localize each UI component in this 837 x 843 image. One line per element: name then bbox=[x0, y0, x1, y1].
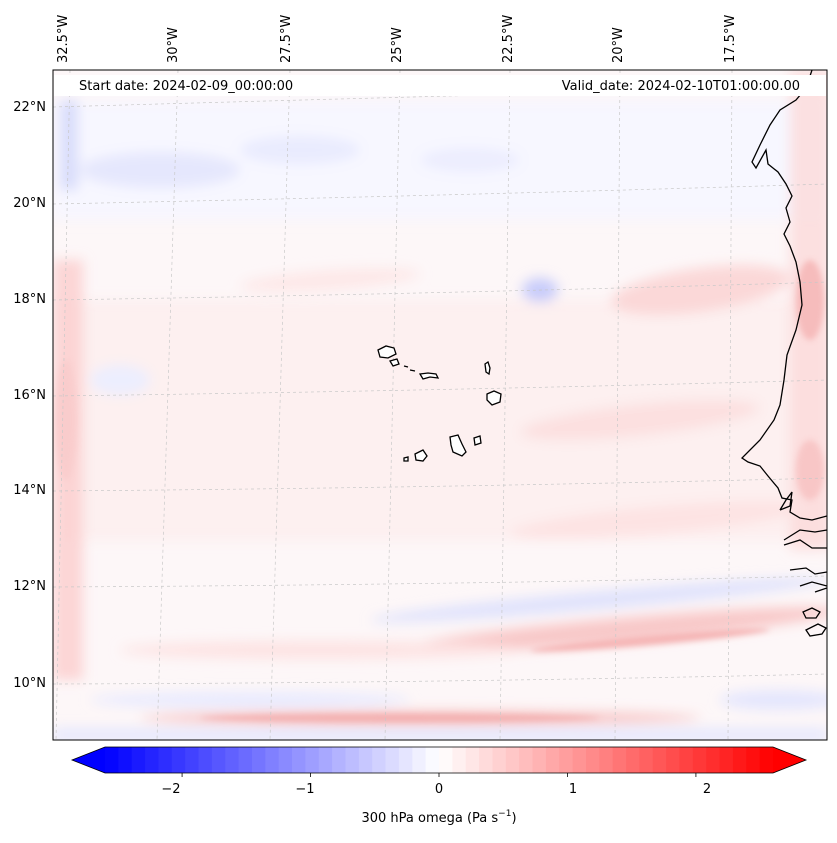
colorbar-segment bbox=[225, 747, 240, 773]
valid-date-label: Valid_date: 2024-02-10T01:00:00.00 bbox=[562, 79, 800, 94]
colorbar-segment bbox=[318, 747, 333, 773]
lon-label: 22.5°W bbox=[501, 15, 516, 63]
colorbar-segment bbox=[452, 747, 467, 773]
colorbar-segment bbox=[599, 747, 614, 773]
header-strip bbox=[54, 75, 826, 96]
colorbar-low-extension bbox=[72, 747, 105, 773]
colorbar-segment bbox=[465, 747, 480, 773]
lat-label: 22°N bbox=[13, 100, 46, 115]
lat-label: 18°N bbox=[13, 292, 46, 307]
colorbar-segment bbox=[572, 747, 587, 773]
colorbar-segment bbox=[719, 747, 734, 773]
colorbar-segment bbox=[158, 747, 173, 773]
colorbar: −2 −1 0 1 2 300 hPa omega (Pa s−1) bbox=[70, 746, 808, 826]
colorbar-segment bbox=[425, 747, 440, 773]
cbar-tick-label: 2 bbox=[703, 782, 711, 797]
colorbar-segment bbox=[358, 747, 373, 773]
colorbar-segment bbox=[626, 747, 640, 773]
colorbar-segment bbox=[652, 747, 667, 773]
colorbar-segment bbox=[305, 747, 320, 773]
omega-field bbox=[53, 70, 827, 740]
island-maio bbox=[473, 435, 482, 446]
colorbar-segment bbox=[211, 747, 226, 773]
map-frame bbox=[52, 69, 828, 741]
island-boa-vista bbox=[486, 390, 502, 406]
cape-verde-islands bbox=[377, 345, 502, 462]
colorbar-segment bbox=[385, 747, 400, 773]
colorbar-segment bbox=[265, 747, 280, 773]
longitude-labels: 32.5°W 30°W 27.5°W 25°W 22.5°W 20°W 17.5… bbox=[56, 15, 738, 63]
island-santo-antao bbox=[377, 345, 397, 359]
colorbar-segment bbox=[171, 747, 186, 773]
colorbar-segment bbox=[666, 747, 681, 773]
colorbar-segment bbox=[412, 747, 427, 773]
lat-label: 10°N bbox=[13, 676, 46, 691]
lon-label: 30°W bbox=[166, 27, 181, 63]
colorbar-high-extension bbox=[773, 747, 806, 773]
cbar-tick-label: 0 bbox=[435, 782, 443, 797]
lat-label: 20°N bbox=[13, 196, 46, 211]
colorbar-tick-labels: −2 −1 0 1 2 bbox=[161, 782, 711, 797]
start-date-label: Start date: 2024-02-09_00:00:00 bbox=[79, 79, 293, 94]
graticule bbox=[53, 70, 827, 740]
lon-label: 20°W bbox=[611, 27, 626, 63]
colorbar-segment bbox=[278, 747, 293, 773]
island-fogo bbox=[414, 449, 428, 462]
colorbar-outline bbox=[70, 746, 808, 774]
cbar-tick-label: −1 bbox=[295, 782, 314, 797]
colorbar-segment bbox=[238, 747, 253, 773]
colorbar-segment bbox=[492, 747, 507, 773]
colorbar-segment bbox=[545, 747, 560, 773]
colorbar-segment bbox=[759, 747, 774, 773]
colorbar-segment bbox=[439, 747, 453, 773]
lat-label: 14°N bbox=[13, 483, 46, 498]
island-sao-vicente bbox=[389, 358, 400, 367]
cbar-tick-label: −2 bbox=[161, 782, 180, 797]
island-brava bbox=[403, 456, 409, 462]
colorbar-segment bbox=[332, 747, 347, 773]
colorbar-segment bbox=[692, 747, 707, 773]
colorbar-segment bbox=[505, 747, 520, 773]
colorbar-label: 300 hPa omega (Pa s−1) bbox=[361, 809, 516, 826]
lat-label: 12°N bbox=[13, 579, 46, 594]
coastline bbox=[740, 70, 827, 637]
colorbar-segment bbox=[251, 747, 266, 773]
island-sao-nicolau bbox=[418, 372, 440, 380]
colorbar-segment bbox=[612, 747, 627, 773]
colorbar-segments bbox=[105, 747, 774, 773]
colorbar-segment bbox=[639, 747, 654, 773]
latitude-labels: 22°N 20°N 18°N 16°N 14°N 12°N 10°N bbox=[13, 100, 46, 691]
colorbar-segment bbox=[131, 747, 146, 773]
colorbar-segment bbox=[732, 747, 747, 773]
colorbar-segment bbox=[292, 747, 306, 773]
colorbar-segment bbox=[559, 747, 574, 773]
lon-label: 27.5°W bbox=[279, 15, 294, 63]
colorbar-segment bbox=[585, 747, 600, 773]
colorbar-segment bbox=[105, 747, 119, 773]
colorbar-segment bbox=[532, 747, 547, 773]
lon-label: 32.5°W bbox=[56, 15, 71, 63]
lon-label: 17.5°W bbox=[723, 15, 738, 63]
colorbar-segment bbox=[519, 747, 534, 773]
cbar-tick-label: 1 bbox=[569, 782, 577, 797]
colorbar-segment bbox=[345, 747, 360, 773]
lon-label: 25°W bbox=[390, 27, 405, 63]
colorbar-segment bbox=[372, 747, 387, 773]
colorbar-segment bbox=[118, 747, 133, 773]
island-santiago bbox=[449, 434, 467, 457]
colorbar-segment bbox=[746, 747, 761, 773]
island-sal bbox=[484, 360, 491, 376]
colorbar-segment bbox=[185, 747, 200, 773]
colorbar-segment bbox=[198, 747, 213, 773]
colorbar-ticks bbox=[181, 773, 697, 777]
colorbar-segment bbox=[706, 747, 721, 773]
african-coast bbox=[740, 70, 827, 521]
colorbar-segment bbox=[145, 747, 160, 773]
colorbar-segment bbox=[398, 747, 413, 773]
colorbar-segment bbox=[479, 747, 494, 773]
colorbar-segment bbox=[679, 747, 694, 773]
lat-label: 16°N bbox=[13, 388, 46, 403]
